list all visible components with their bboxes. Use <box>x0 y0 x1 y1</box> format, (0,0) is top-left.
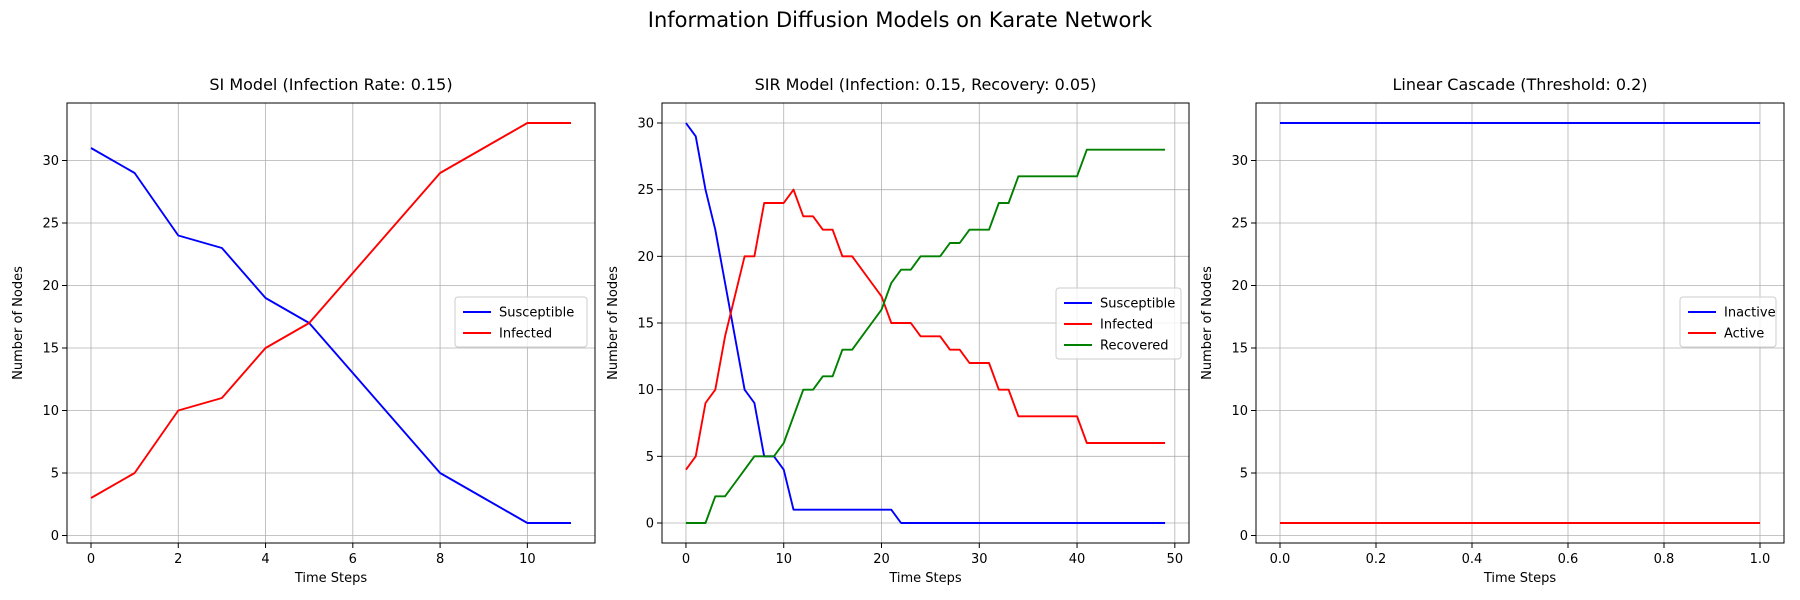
legend-box <box>1055 287 1182 360</box>
legend-label-recovered: Recovered <box>1100 339 1169 354</box>
x-tick-label: 1.0 <box>1750 552 1771 567</box>
x-axis-label: Time Steps <box>888 571 962 586</box>
figure-title: Information Diffusion Models on Karate N… <box>647 8 1153 32</box>
y-axis-label: Number of Nodes <box>1200 266 1215 380</box>
x-tick-label: 30 <box>971 552 988 567</box>
x-tick-label: 50 <box>1167 552 1184 567</box>
y-tick-label: 0 <box>646 517 654 532</box>
y-tick-label: 30 <box>1231 154 1248 169</box>
chart-panel-1: 0 2 4 6 8 10 0 5 10 15 20 25 30 SI Model (Infection R… <box>11 75 596 586</box>
legend-label-susceptible: Susceptible <box>499 306 574 321</box>
y-tick-label: 15 <box>637 317 654 332</box>
legend-label-inactive: Inactive <box>1724 306 1776 321</box>
y-axis-label: Number of Nodes <box>11 266 26 380</box>
series-line-infected <box>685 188 1166 471</box>
plot-frame <box>66 102 596 544</box>
chart-panel-2: 0 10 20 30 40 50 0 5 10 15 20 25 30 SIR Model (Infect… <box>606 75 1190 586</box>
x-axis-label: Time Steps <box>1483 571 1557 586</box>
y-tick-label: 20 <box>42 279 59 294</box>
x-tick-label: 0.8 <box>1654 552 1675 567</box>
chart-panel-3: 0.0 0.2 0.4 0.6 0.8 1.0 0 5 10 15 20 25 30 Linear Cas… <box>1200 75 1785 586</box>
x-tick-label: 0.4 <box>1462 552 1483 567</box>
legend-label-infected: Infected <box>1100 318 1153 333</box>
legend: Susceptible Infected <box>454 296 588 348</box>
x-tick-label: 10 <box>519 552 536 567</box>
y-tick-label: 5 <box>646 450 654 465</box>
y-tick-label: 5 <box>51 467 59 482</box>
x-tick-label: 2 <box>174 552 182 567</box>
x-tick-label: 0.6 <box>1558 552 1579 567</box>
y-tick-label: 10 <box>1231 404 1248 419</box>
chart-title: SIR Model (Infection: 0.15, Recovery: 0.… <box>755 75 1097 94</box>
x-tick-label: 10 <box>775 552 792 567</box>
x-tick-label: 4 <box>261 552 269 567</box>
x-tick-label: 0 <box>682 552 690 567</box>
x-tick-label: 0.0 <box>1270 552 1291 567</box>
y-tick-label: 5 <box>1240 467 1248 482</box>
y-tick-label: 20 <box>637 250 654 265</box>
x-tick-label: 0.2 <box>1366 552 1387 567</box>
series-line-susceptible <box>90 147 571 524</box>
x-tick-label: 40 <box>1069 552 1086 567</box>
x-tick-label: 6 <box>349 552 357 567</box>
plot-frame <box>1255 102 1785 544</box>
y-tick-label: 0 <box>1240 529 1248 544</box>
legend-label-active: Active <box>1724 327 1764 342</box>
legend-box <box>454 296 588 348</box>
y-tick-label: 25 <box>1231 217 1248 232</box>
y-tick-label: 10 <box>637 383 654 398</box>
chart-title: SI Model (Infection Rate: 0.15) <box>209 75 452 94</box>
y-tick-label: 25 <box>42 217 59 232</box>
y-tick-label: 15 <box>42 342 59 357</box>
y-tick-label: 30 <box>637 117 654 132</box>
legend-label-susceptible: Susceptible <box>1100 297 1175 312</box>
x-tick-label: 20 <box>873 552 890 567</box>
x-tick-label: 0 <box>87 552 95 567</box>
y-axis-label: Number of Nodes <box>606 266 621 380</box>
legend-box <box>1679 296 1777 348</box>
y-tick-label: 20 <box>1231 279 1248 294</box>
series-line-recovered <box>685 148 1166 524</box>
y-tick-label: 30 <box>42 154 59 169</box>
y-tick-label: 0 <box>51 529 59 544</box>
legend: Susceptible Infected Recovered <box>1055 287 1182 360</box>
chart-title: Linear Cascade (Threshold: 0.2) <box>1392 75 1647 94</box>
x-tick-label: 8 <box>436 552 444 567</box>
y-tick-label: 25 <box>637 183 654 198</box>
series-line-infected <box>90 122 571 499</box>
y-tick-label: 10 <box>42 404 59 419</box>
legend: Inactive Active <box>1679 296 1777 348</box>
y-tick-label: 15 <box>1231 342 1248 357</box>
legend-label-infected: Infected <box>499 327 552 342</box>
x-axis-label: Time Steps <box>294 571 368 586</box>
